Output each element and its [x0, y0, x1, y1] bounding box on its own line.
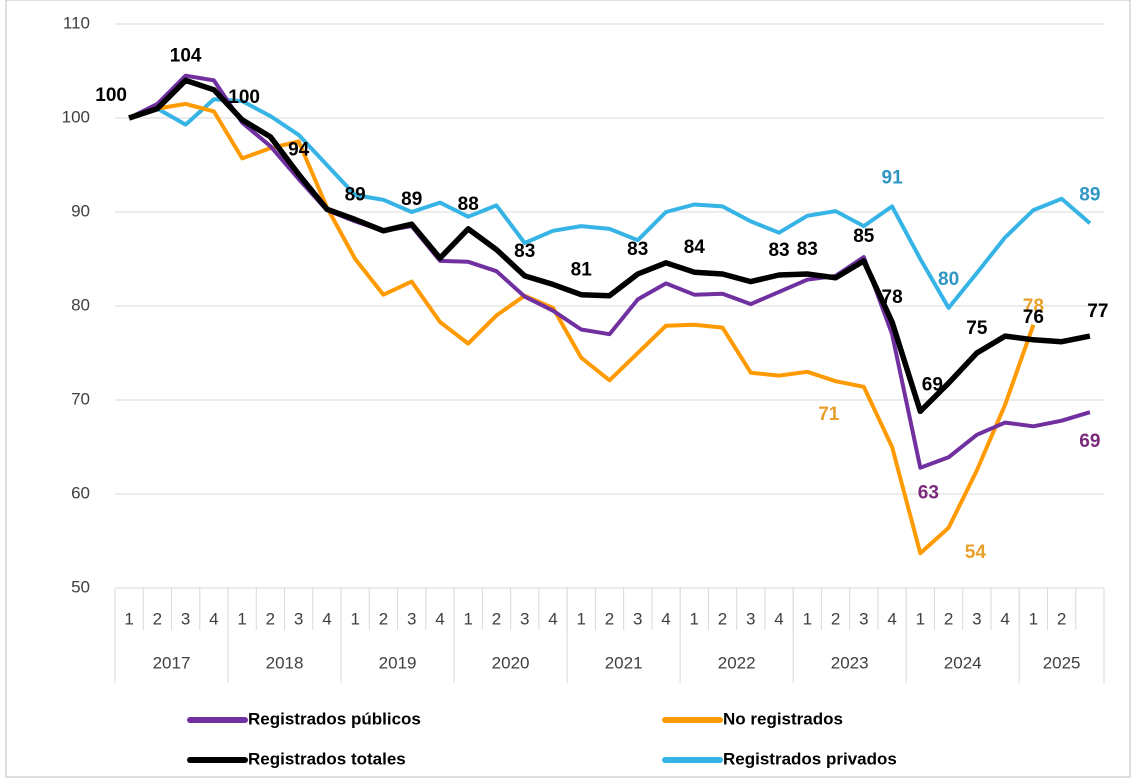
x-tick-label: 2: [718, 609, 727, 628]
x-tick-label: 1: [690, 609, 699, 628]
x-tick-label: 4: [774, 609, 783, 628]
year-label: 2023: [831, 653, 869, 672]
legend-label: Registrados privados: [723, 749, 897, 768]
x-tick-label: 3: [633, 609, 642, 628]
x-tick-label: 3: [407, 609, 416, 628]
y-tick-label: 110: [63, 13, 90, 32]
y-tick-label: 50: [71, 577, 90, 596]
series-line: [128, 73, 1091, 470]
year-label: 2021: [605, 653, 643, 672]
y-tick-label: 100: [62, 107, 90, 126]
x-tick-label: 2: [266, 609, 275, 628]
value-label: 83: [627, 239, 648, 260]
value-label: 94: [288, 139, 310, 160]
value-label: 75: [966, 318, 988, 339]
value-label: 100: [228, 87, 260, 108]
x-tick-label: 2: [1057, 609, 1066, 628]
x-tick-label: 3: [972, 609, 981, 628]
legend-label: Registrados totales: [248, 749, 406, 768]
value-label: 77: [1087, 301, 1108, 322]
value-label: 78: [882, 287, 903, 308]
x-tick-label: 4: [661, 609, 670, 628]
year-label: 2017: [153, 653, 191, 672]
x-tick-label: 4: [209, 609, 218, 628]
chart-border: [5, 0, 1131, 778]
year-label: 2025: [1043, 653, 1081, 672]
y-tick-label: 60: [71, 483, 90, 502]
value-label: 89: [1079, 184, 1100, 205]
series-line: [128, 97, 1092, 310]
value-label: 104: [170, 45, 202, 66]
value-label: 83: [768, 240, 789, 261]
x-tick-label: 2: [944, 609, 953, 628]
value-label: 78: [1023, 296, 1044, 317]
value-label: 80: [938, 269, 959, 290]
series-line: [128, 77, 1091, 415]
value-label: 85: [853, 226, 875, 247]
value-label: 83: [514, 241, 535, 262]
value-label: 69: [1079, 431, 1100, 452]
x-tick-label: 1: [577, 609, 586, 628]
value-label: 76: [1023, 307, 1044, 328]
x-tick-label: 2: [605, 609, 614, 628]
x-tick-label: 2: [492, 609, 501, 628]
y-tick-label: 90: [71, 201, 90, 220]
x-tick-label: 1: [463, 609, 472, 628]
x-tick-label: 1: [350, 609, 359, 628]
value-label: 89: [401, 189, 422, 210]
value-label: 81: [571, 260, 593, 281]
y-tick-label: 70: [71, 389, 90, 408]
value-label: 69: [922, 374, 943, 395]
value-label: 91: [882, 167, 904, 188]
year-label: 2019: [379, 653, 417, 672]
year-label: 2018: [266, 653, 304, 672]
x-tick-label: 3: [181, 609, 190, 628]
value-label: 63: [918, 483, 939, 504]
value-label: 71: [818, 404, 840, 425]
x-tick-label: 3: [520, 609, 529, 628]
value-label: 83: [797, 239, 818, 260]
x-tick-label: 1: [916, 609, 925, 628]
year-label: 2020: [492, 653, 530, 672]
x-tick-label: 2: [153, 609, 162, 628]
x-tick-label: 1: [1029, 609, 1038, 628]
value-label: 89: [345, 185, 366, 206]
x-tick-label: 4: [322, 609, 331, 628]
x-tick-label: 3: [859, 609, 868, 628]
year-label: 2024: [944, 653, 982, 672]
x-tick-label: 1: [803, 609, 812, 628]
x-tick-label: 4: [887, 609, 896, 628]
x-tick-label: 4: [435, 609, 444, 628]
value-label: 88: [458, 194, 479, 215]
value-label: 54: [965, 542, 987, 563]
x-tick-label: 4: [548, 609, 557, 628]
x-tick-label: 2: [379, 609, 388, 628]
year-label: 2022: [718, 653, 756, 672]
value-label: 84: [684, 237, 706, 258]
x-tick-label: 4: [1000, 609, 1009, 628]
legend-label: No registrados: [723, 709, 843, 728]
x-tick-label: 1: [237, 609, 246, 628]
x-tick-label: 1: [124, 609, 133, 628]
legend-label: Registrados públicos: [248, 709, 421, 728]
x-tick-label: 2: [831, 609, 840, 628]
x-tick-label: 3: [294, 609, 303, 628]
x-tick-label: 3: [746, 609, 755, 628]
y-tick-label: 80: [71, 295, 90, 314]
value-label: 100: [95, 85, 127, 106]
